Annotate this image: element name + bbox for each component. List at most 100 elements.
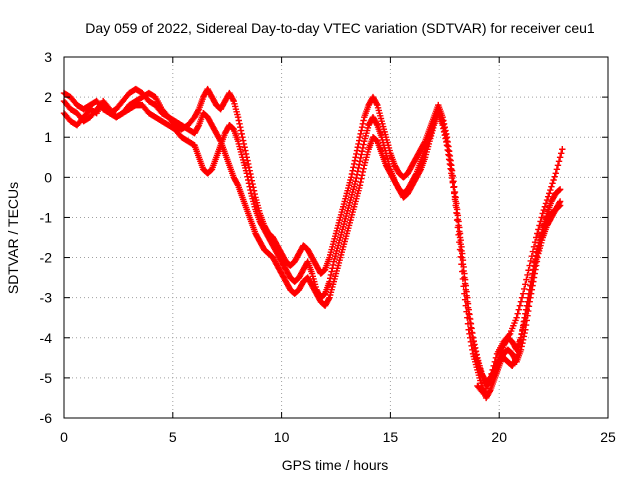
data-point-marker — [462, 302, 470, 309]
y-tick-label: 0 — [44, 169, 52, 185]
data-point-marker — [522, 326, 529, 333]
data-point-marker — [441, 128, 448, 135]
data-point-marker — [325, 295, 332, 303]
y-tick-label: -3 — [40, 290, 53, 306]
data-point-marker — [530, 274, 538, 281]
data-point-marker — [357, 154, 364, 162]
data-point-marker — [544, 193, 552, 200]
x-tick-label: 0 — [60, 429, 68, 445]
data-point-marker — [527, 257, 534, 265]
data-point-marker — [548, 183, 555, 190]
data-point-marker — [359, 120, 367, 128]
y-tick-label: -5 — [40, 370, 53, 386]
data-point-marker — [329, 265, 336, 272]
data-point-marker — [358, 127, 365, 134]
data-point-marker — [358, 151, 365, 158]
data-point-marker — [439, 117, 446, 125]
data-point-marker — [520, 333, 528, 340]
data-point-marker — [517, 346, 525, 354]
y-tick-label: -4 — [40, 330, 53, 346]
data-point-marker — [358, 148, 366, 155]
data-point-marker — [456, 238, 463, 246]
data-point-marker — [442, 131, 449, 138]
data-point-marker — [529, 282, 536, 289]
data-point-marker — [553, 166, 561, 173]
data-point-marker — [556, 154, 564, 161]
data-point-marker — [194, 123, 202, 130]
data-point-marker — [465, 326, 472, 333]
data-point-marker — [532, 266, 539, 273]
data-point-marker — [327, 271, 335, 279]
chart-title: Day 059 of 2022, Sidereal Day-to-day VTE… — [85, 20, 595, 36]
data-point-marker — [242, 147, 249, 154]
data-point-marker — [537, 218, 544, 225]
data-point-marker — [488, 370, 495, 378]
data-point-marker — [451, 190, 458, 197]
data-point-marker — [237, 123, 244, 131]
data-point-marker — [546, 190, 553, 197]
data-point-marker — [453, 209, 460, 216]
data-point-marker — [373, 100, 380, 107]
data-point-marker — [459, 268, 466, 275]
data-point-marker — [542, 200, 550, 207]
data-point-marker — [360, 117, 367, 124]
data-point-marker — [527, 290, 535, 297]
data-point-marker — [454, 224, 462, 231]
y-tick-label: 3 — [44, 49, 52, 65]
data-point-marker — [359, 144, 367, 152]
data-point-marker — [521, 329, 528, 337]
data-point-marker — [453, 206, 461, 213]
data-series — [60, 85, 564, 390]
data-point-marker — [356, 182, 364, 189]
data-point-marker — [519, 336, 527, 343]
y-tick-label: -1 — [40, 209, 53, 225]
data-point-marker — [452, 202, 459, 209]
data-point-marker — [559, 146, 566, 153]
data-point-marker — [533, 258, 541, 265]
data-point-marker — [239, 134, 246, 141]
data-point-marker — [245, 160, 252, 168]
data-point-marker — [534, 254, 541, 261]
x-tick-label: 20 — [491, 429, 507, 445]
data-point-marker — [522, 281, 529, 288]
data-point-marker — [354, 168, 361, 175]
data-point-marker — [552, 170, 559, 177]
data-point-marker — [490, 362, 497, 370]
data-point-marker — [551, 173, 558, 180]
data-point-marker — [505, 331, 513, 339]
data-point-marker — [532, 234, 540, 241]
x-tick-label: 10 — [274, 429, 290, 445]
data-point-marker — [459, 257, 467, 264]
data-point-marker — [352, 178, 359, 185]
data-point-marker — [549, 180, 556, 187]
data-point-marker — [515, 306, 522, 313]
data-point-marker — [466, 315, 474, 323]
data-point-marker — [353, 174, 360, 182]
data-point-marker — [550, 176, 557, 184]
data-point-marker — [357, 130, 364, 138]
data-point-marker — [516, 302, 524, 309]
data-point-marker — [525, 303, 533, 310]
data-point-marker — [456, 246, 464, 253]
data-point-marker — [471, 341, 478, 348]
data-point-marker — [445, 152, 453, 159]
x-tick-label: 15 — [383, 429, 399, 445]
x-tick-label: 5 — [169, 429, 177, 445]
y-tick-label: 2 — [44, 89, 52, 105]
data-point-marker — [541, 203, 549, 210]
data-point-marker — [526, 298, 533, 305]
data-point-marker — [443, 138, 451, 145]
data-point-marker — [463, 308, 470, 315]
data-point-marker — [246, 183, 253, 190]
data-point-marker — [532, 262, 540, 269]
data-point-marker — [440, 121, 447, 128]
data-point-marker — [519, 339, 526, 347]
data-point-marker — [547, 186, 554, 194]
data-point-marker — [538, 214, 545, 221]
data-point-marker — [558, 150, 565, 157]
data-series — [60, 97, 564, 402]
data-point-marker — [247, 186, 254, 194]
data-point-marker — [492, 354, 500, 362]
data-point-marker — [329, 261, 337, 269]
